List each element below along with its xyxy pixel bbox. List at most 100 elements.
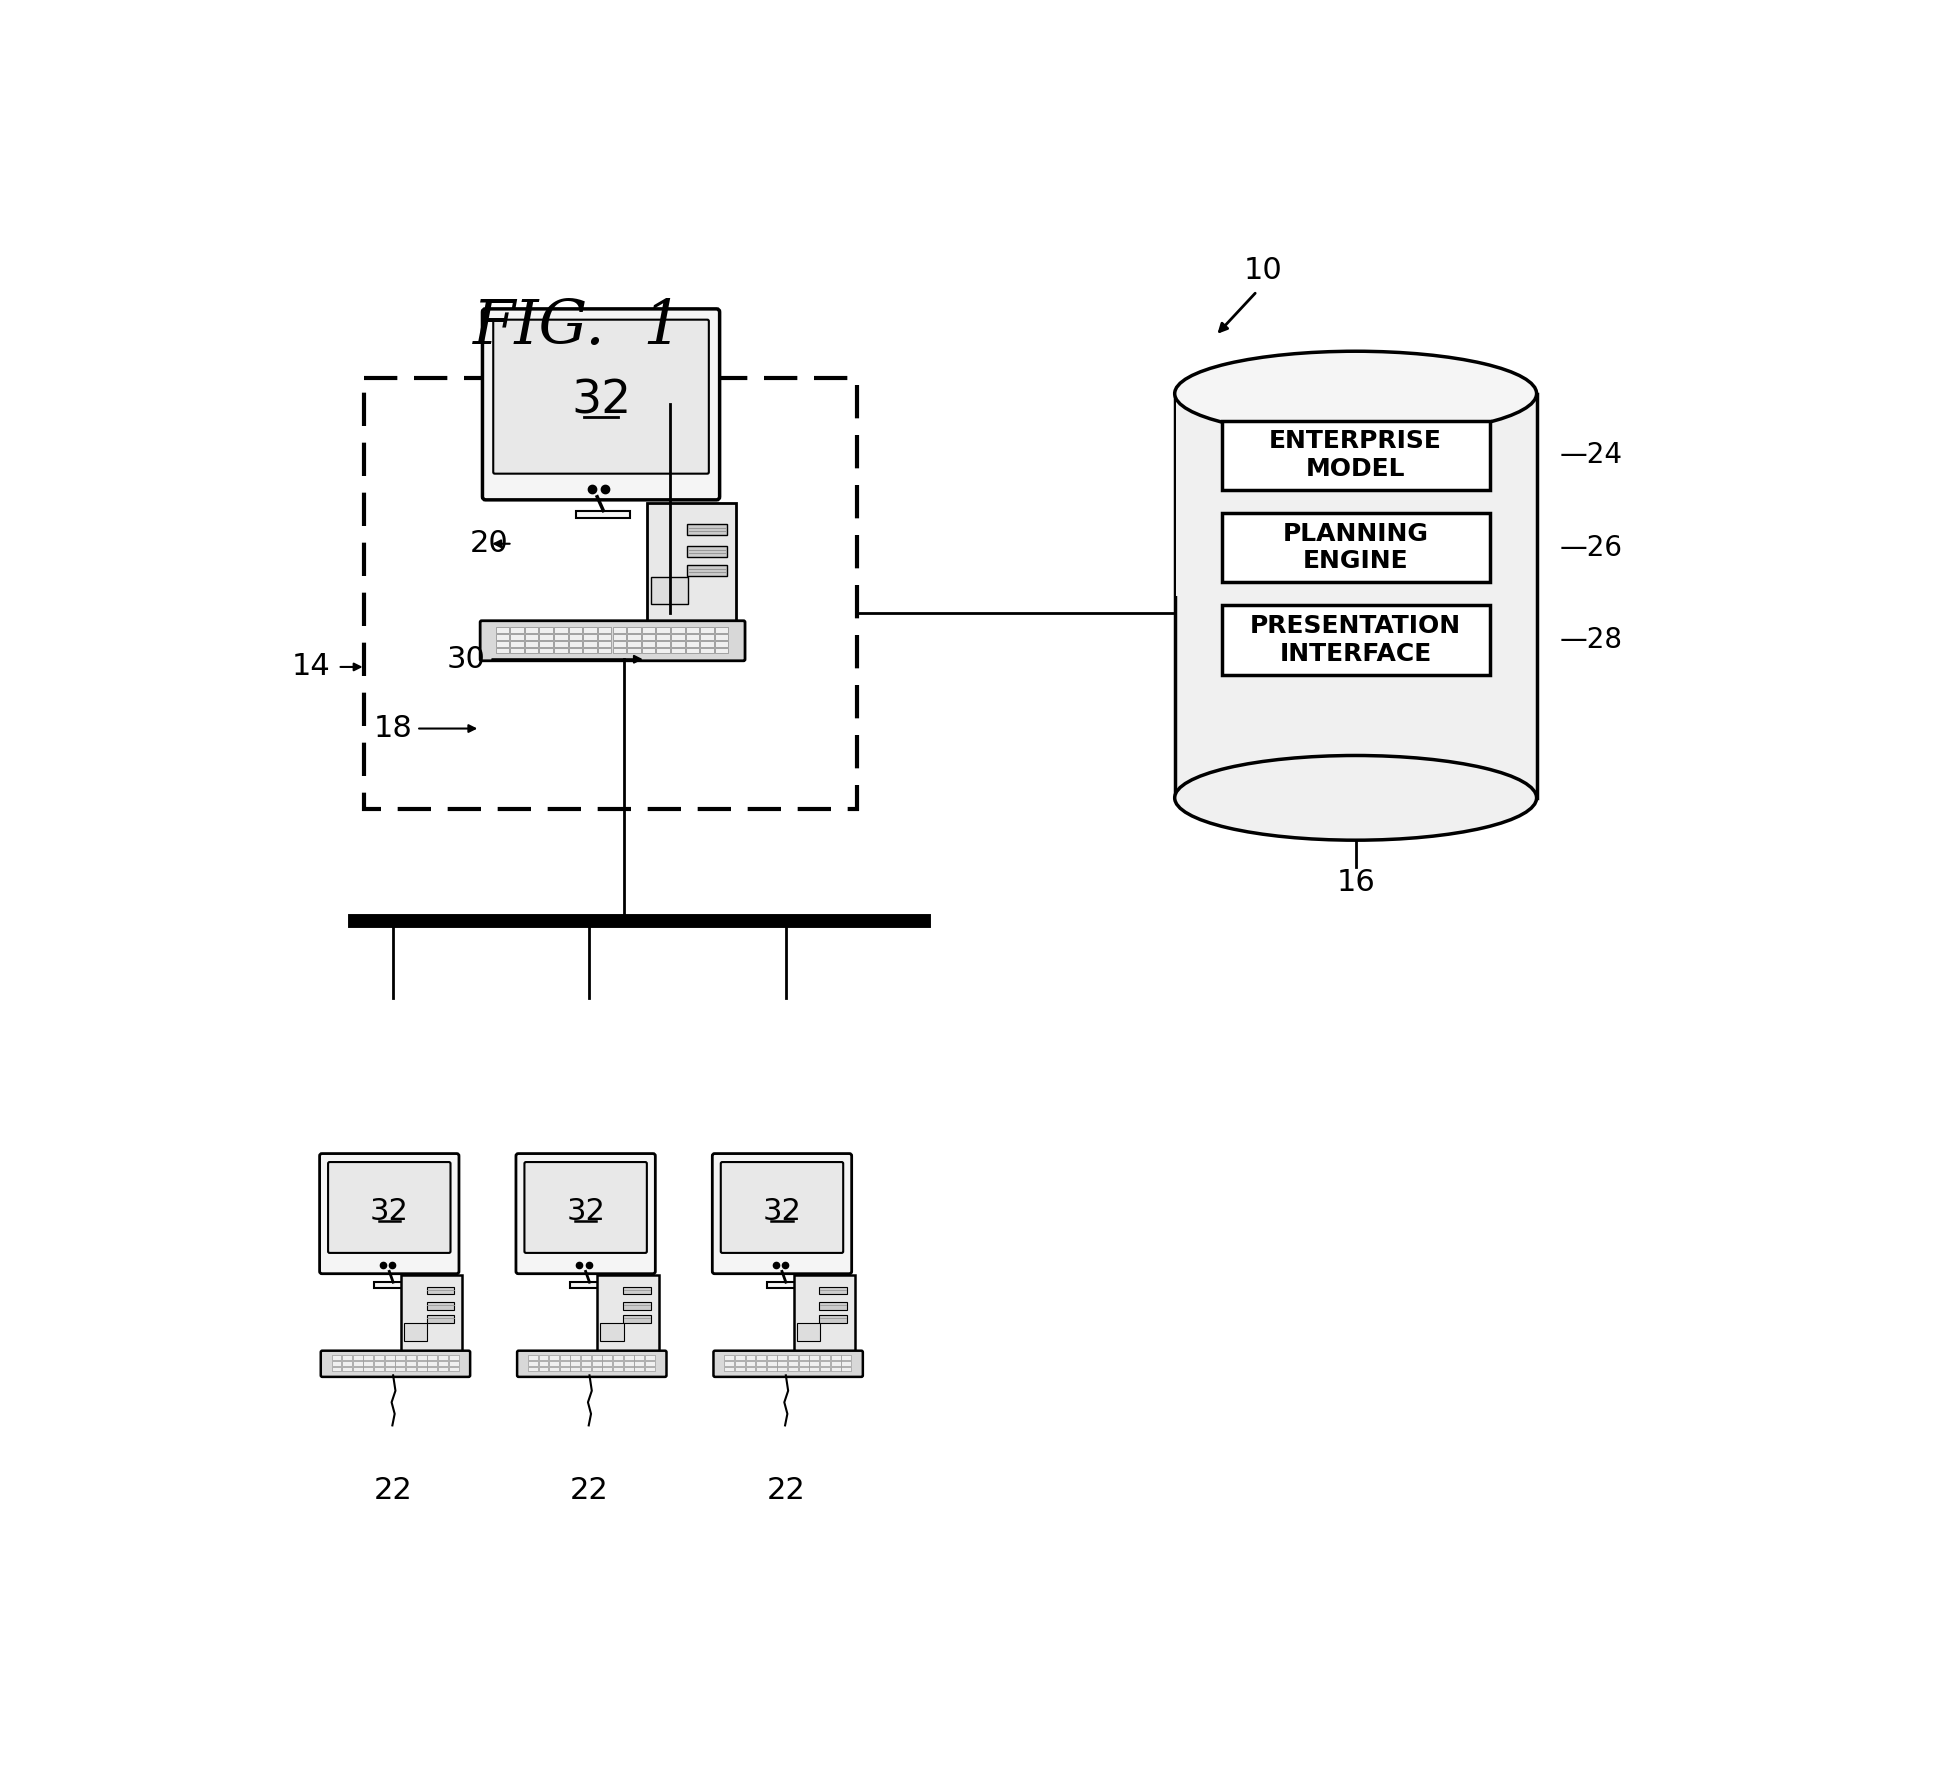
FancyBboxPatch shape — [656, 641, 670, 647]
FancyBboxPatch shape — [614, 1356, 623, 1361]
FancyBboxPatch shape — [643, 627, 654, 633]
FancyBboxPatch shape — [525, 627, 538, 633]
FancyBboxPatch shape — [407, 1356, 416, 1361]
FancyBboxPatch shape — [352, 1361, 362, 1366]
FancyBboxPatch shape — [416, 1356, 426, 1361]
FancyBboxPatch shape — [656, 627, 670, 633]
FancyBboxPatch shape — [645, 1366, 654, 1372]
FancyBboxPatch shape — [598, 641, 612, 647]
FancyBboxPatch shape — [614, 1366, 623, 1372]
FancyBboxPatch shape — [331, 1356, 341, 1361]
FancyBboxPatch shape — [405, 1324, 428, 1341]
FancyBboxPatch shape — [627, 641, 641, 647]
FancyBboxPatch shape — [517, 1154, 654, 1274]
FancyBboxPatch shape — [374, 1361, 383, 1366]
FancyBboxPatch shape — [550, 1356, 560, 1361]
Text: 20: 20 — [470, 530, 509, 558]
FancyBboxPatch shape — [374, 1366, 383, 1372]
FancyBboxPatch shape — [374, 1283, 412, 1288]
Text: 10: 10 — [1243, 255, 1284, 285]
FancyBboxPatch shape — [643, 641, 654, 647]
FancyBboxPatch shape — [571, 1356, 581, 1361]
FancyBboxPatch shape — [525, 641, 538, 647]
FancyBboxPatch shape — [569, 641, 583, 647]
FancyBboxPatch shape — [569, 649, 583, 654]
FancyBboxPatch shape — [331, 1366, 341, 1372]
FancyBboxPatch shape — [407, 1366, 416, 1372]
FancyBboxPatch shape — [612, 634, 625, 640]
FancyBboxPatch shape — [736, 1361, 745, 1366]
FancyBboxPatch shape — [757, 1361, 767, 1366]
Text: —28: —28 — [1560, 626, 1622, 654]
FancyBboxPatch shape — [1222, 420, 1489, 489]
FancyBboxPatch shape — [645, 1361, 654, 1366]
FancyBboxPatch shape — [821, 1356, 831, 1361]
FancyBboxPatch shape — [643, 634, 654, 640]
FancyBboxPatch shape — [496, 627, 509, 633]
Text: —24: —24 — [1560, 441, 1622, 470]
FancyBboxPatch shape — [438, 1361, 447, 1366]
FancyBboxPatch shape — [612, 641, 625, 647]
FancyBboxPatch shape — [736, 1356, 745, 1361]
Text: 18: 18 — [374, 714, 412, 742]
FancyBboxPatch shape — [482, 308, 720, 500]
FancyBboxPatch shape — [395, 1361, 405, 1366]
FancyBboxPatch shape — [494, 319, 709, 473]
FancyBboxPatch shape — [800, 1366, 809, 1372]
FancyBboxPatch shape — [687, 546, 726, 556]
FancyBboxPatch shape — [571, 1283, 608, 1288]
FancyBboxPatch shape — [685, 649, 699, 654]
FancyBboxPatch shape — [554, 641, 567, 647]
FancyBboxPatch shape — [364, 1366, 374, 1372]
FancyBboxPatch shape — [627, 634, 641, 640]
FancyBboxPatch shape — [643, 649, 654, 654]
FancyBboxPatch shape — [529, 1356, 538, 1361]
FancyBboxPatch shape — [712, 1154, 852, 1274]
FancyBboxPatch shape — [800, 1356, 809, 1361]
FancyBboxPatch shape — [401, 1276, 463, 1352]
FancyBboxPatch shape — [581, 1366, 590, 1372]
FancyBboxPatch shape — [796, 1324, 821, 1341]
FancyBboxPatch shape — [511, 627, 523, 633]
FancyBboxPatch shape — [416, 1361, 426, 1366]
FancyBboxPatch shape — [583, 641, 596, 647]
FancyBboxPatch shape — [714, 649, 728, 654]
FancyBboxPatch shape — [577, 510, 631, 519]
FancyBboxPatch shape — [449, 1361, 459, 1366]
FancyBboxPatch shape — [550, 1366, 560, 1372]
FancyBboxPatch shape — [794, 1276, 856, 1352]
FancyBboxPatch shape — [529, 1366, 538, 1372]
FancyBboxPatch shape — [525, 1162, 647, 1253]
Text: PLANNING
ENGINE: PLANNING ENGINE — [1284, 521, 1429, 574]
FancyBboxPatch shape — [635, 1356, 645, 1361]
FancyBboxPatch shape — [809, 1361, 819, 1366]
FancyBboxPatch shape — [426, 1315, 455, 1324]
FancyBboxPatch shape — [602, 1361, 612, 1366]
FancyBboxPatch shape — [592, 1356, 602, 1361]
FancyBboxPatch shape — [581, 1361, 590, 1366]
FancyBboxPatch shape — [685, 627, 699, 633]
FancyBboxPatch shape — [701, 641, 714, 647]
FancyBboxPatch shape — [428, 1366, 438, 1372]
FancyBboxPatch shape — [496, 641, 509, 647]
FancyBboxPatch shape — [592, 1361, 602, 1366]
Text: 32: 32 — [565, 1196, 606, 1226]
FancyBboxPatch shape — [745, 1356, 755, 1361]
FancyBboxPatch shape — [701, 649, 714, 654]
FancyBboxPatch shape — [736, 1366, 745, 1372]
FancyBboxPatch shape — [819, 1302, 848, 1310]
Ellipse shape — [1175, 755, 1537, 840]
FancyBboxPatch shape — [724, 1356, 734, 1361]
FancyBboxPatch shape — [778, 1361, 788, 1366]
FancyBboxPatch shape — [635, 1361, 645, 1366]
FancyBboxPatch shape — [480, 620, 745, 661]
FancyBboxPatch shape — [550, 1361, 560, 1366]
FancyBboxPatch shape — [364, 1361, 374, 1366]
FancyBboxPatch shape — [416, 1366, 426, 1372]
FancyBboxPatch shape — [496, 649, 509, 654]
FancyBboxPatch shape — [819, 1286, 848, 1295]
FancyBboxPatch shape — [645, 1356, 654, 1361]
FancyBboxPatch shape — [407, 1361, 416, 1366]
FancyBboxPatch shape — [614, 1361, 623, 1366]
FancyBboxPatch shape — [656, 634, 670, 640]
